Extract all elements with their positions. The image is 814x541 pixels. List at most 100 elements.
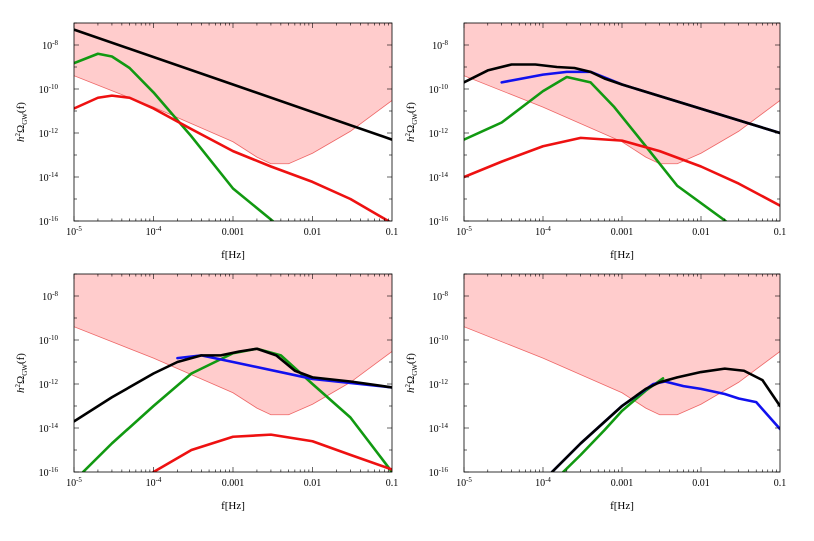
x-tick-label: 0.001 bbox=[222, 478, 245, 489]
x-axis-label: f[Hz] bbox=[610, 500, 634, 512]
y-label-h: h bbox=[405, 136, 417, 142]
y-tick-base: 10 bbox=[39, 424, 49, 435]
y-tick-exponent: -12 bbox=[439, 127, 449, 135]
x-tick-label: 0.01 bbox=[304, 227, 322, 238]
y-tick-base: 10 bbox=[42, 292, 52, 303]
x-axis-label: f[Hz] bbox=[221, 500, 245, 512]
y-tick-exponent: -12 bbox=[49, 127, 59, 135]
x-tick-base: 0.01 bbox=[304, 478, 322, 489]
y-tick-label: 10-12 bbox=[429, 127, 449, 140]
x-tick-base: 0.1 bbox=[774, 478, 787, 489]
y-tick-base: 10 bbox=[429, 217, 439, 228]
y-label-arg: (f) bbox=[15, 353, 27, 364]
y-tick-base: 10 bbox=[39, 217, 49, 228]
plot-area bbox=[74, 274, 392, 472]
y-tick-label: 10-16 bbox=[39, 466, 59, 479]
x-tick-label: 0.1 bbox=[774, 227, 787, 238]
y-tick-label: 10-10 bbox=[39, 83, 59, 96]
series-black bbox=[550, 367, 780, 472]
series-black bbox=[74, 28, 392, 141]
x-tick-exponent: -4 bbox=[545, 225, 551, 233]
y-tick-exponent: -10 bbox=[439, 83, 449, 91]
plot-area bbox=[74, 23, 392, 221]
y-tick-label: 10-8 bbox=[432, 290, 448, 303]
x-tick-label: 0.001 bbox=[611, 478, 634, 489]
y-tick-exponent: -10 bbox=[49, 83, 59, 91]
y-tick-exponent: -8 bbox=[442, 39, 448, 47]
y-label-sup: 2 bbox=[404, 132, 412, 136]
y-tick-exponent: -16 bbox=[49, 466, 59, 474]
y-tick-exponent: -14 bbox=[49, 422, 59, 430]
y-label-arg: (f) bbox=[15, 102, 27, 113]
y-label-sub: GW bbox=[411, 113, 419, 125]
x-tick-label: 10-4 bbox=[146, 225, 162, 238]
x-tick-base: 10 bbox=[66, 227, 76, 238]
y-label-arg: (f) bbox=[405, 102, 417, 113]
series-black bbox=[74, 347, 392, 423]
y-label-sup: 2 bbox=[404, 383, 412, 387]
y-tick-exponent: -16 bbox=[439, 215, 449, 223]
y-tick-label: 10-10 bbox=[429, 334, 449, 347]
x-tick-base: 10 bbox=[146, 227, 156, 238]
x-tick-label: 0.1 bbox=[386, 227, 399, 238]
y-tick-exponent: -10 bbox=[49, 334, 59, 342]
x-tick-base: 0.001 bbox=[611, 227, 634, 238]
y-tick-base: 10 bbox=[429, 85, 439, 96]
band-pink bbox=[74, 23, 392, 164]
y-tick-label: 10-12 bbox=[39, 127, 59, 140]
y-tick-exponent: -8 bbox=[52, 39, 58, 47]
band-pink bbox=[464, 23, 780, 164]
y-tick-base: 10 bbox=[39, 468, 49, 479]
y-tick-label: 10-12 bbox=[429, 378, 449, 391]
series-red bbox=[74, 94, 391, 221]
x-tick-label: 0.1 bbox=[386, 478, 399, 489]
panel-1: 10-5 10-4 0.001 0.01 0.110-1610-1410-1210-10… bbox=[14, 22, 399, 261]
band-pink-edge bbox=[74, 75, 392, 165]
x-tick-label: 10-5 bbox=[66, 476, 82, 489]
x-tick-base: 0.001 bbox=[611, 478, 634, 489]
x-tick-label: 0.01 bbox=[692, 227, 710, 238]
y-tick-exponent: -10 bbox=[439, 334, 449, 342]
x-tick-base: 0.01 bbox=[692, 478, 710, 489]
x-tick-exponent: -5 bbox=[466, 225, 472, 233]
x-tick-exponent: -4 bbox=[156, 225, 162, 233]
y-tick-base: 10 bbox=[429, 468, 439, 479]
y-tick-base: 10 bbox=[42, 41, 52, 52]
x-tick-exponent: -5 bbox=[466, 476, 472, 484]
y-tick-exponent: -16 bbox=[439, 466, 449, 474]
y-label-h: h bbox=[15, 136, 27, 142]
y-tick-label: 10-14 bbox=[429, 422, 449, 435]
y-tick-exponent: -14 bbox=[49, 171, 59, 179]
x-tick-label: 10-5 bbox=[456, 225, 472, 238]
x-tick-exponent: -4 bbox=[545, 476, 551, 484]
x-tick-base: 0.1 bbox=[386, 227, 399, 238]
y-tick-exponent: -14 bbox=[439, 422, 449, 430]
y-axis-label: h2ΩGW(f) bbox=[404, 353, 419, 393]
y-tick-base: 10 bbox=[429, 380, 439, 391]
series-red bbox=[464, 136, 780, 207]
x-tick-label: 0.001 bbox=[611, 227, 634, 238]
y-label-h: h bbox=[405, 387, 417, 393]
x-tick-base: 0.01 bbox=[692, 227, 710, 238]
y-label-omega: Ω bbox=[15, 125, 27, 133]
panel-3: 10-5 10-4 0.001 0.01 0.110-1610-1410-1210-10… bbox=[14, 273, 399, 512]
x-tick-base: 10 bbox=[66, 478, 76, 489]
y-label-arg: (f) bbox=[405, 353, 417, 364]
y-tick-exponent: -14 bbox=[439, 171, 449, 179]
band-pink bbox=[74, 274, 392, 415]
x-tick-label: 10-4 bbox=[146, 476, 162, 489]
y-tick-label: 10-10 bbox=[429, 83, 449, 96]
y-tick-label: 10-14 bbox=[39, 171, 59, 184]
x-tick-label: 0.1 bbox=[774, 478, 787, 489]
x-tick-base: 0.001 bbox=[222, 478, 245, 489]
x-tick-label: 0.01 bbox=[304, 478, 322, 489]
x-tick-base: 10 bbox=[456, 478, 466, 489]
y-tick-base: 10 bbox=[39, 129, 49, 140]
y-label-omega: Ω bbox=[15, 376, 27, 384]
y-tick-exponent: -12 bbox=[49, 378, 59, 386]
x-tick-base: 10 bbox=[146, 478, 156, 489]
y-label-omega: Ω bbox=[405, 125, 417, 133]
x-tick-exponent: -4 bbox=[156, 476, 162, 484]
y-axis-label: h2ΩGW(f) bbox=[14, 102, 29, 142]
